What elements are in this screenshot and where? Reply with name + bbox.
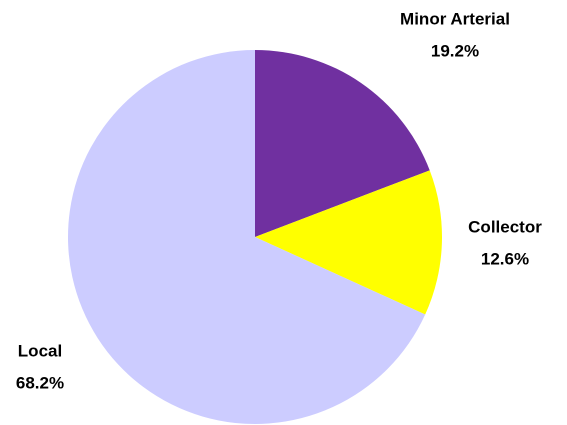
slice-label: Minor Arterial xyxy=(400,9,510,28)
pie-slice xyxy=(255,170,443,315)
slice-value-label: 19.2% xyxy=(431,41,479,60)
slice-label: Collector xyxy=(468,217,542,236)
slice-value-label: 68.2% xyxy=(16,373,64,392)
slice-value-label: 12.6% xyxy=(481,249,529,268)
slice-label: Local xyxy=(18,341,62,360)
pie-slice xyxy=(255,50,430,237)
pie-slice xyxy=(67,50,426,425)
